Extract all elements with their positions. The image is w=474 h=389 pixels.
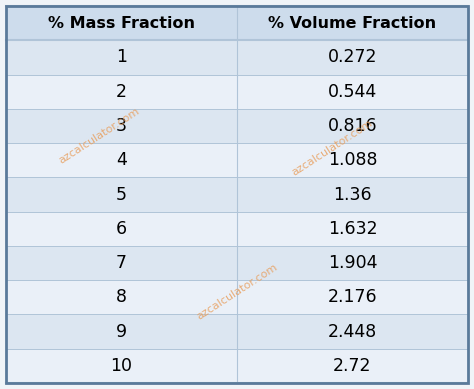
Text: 10: 10 — [110, 357, 133, 375]
Text: 1.632: 1.632 — [328, 220, 377, 238]
Text: 8: 8 — [116, 288, 127, 306]
Bar — [6, 109, 237, 143]
Bar — [6, 349, 237, 383]
Bar — [237, 109, 468, 143]
Text: 0.816: 0.816 — [328, 117, 377, 135]
Text: 2.72: 2.72 — [333, 357, 372, 375]
Text: 0.544: 0.544 — [328, 83, 377, 101]
Bar — [237, 177, 468, 212]
Bar — [6, 177, 237, 212]
Text: 9: 9 — [116, 322, 127, 341]
Text: azcalculator.com: azcalculator.com — [195, 262, 279, 322]
Text: 5: 5 — [116, 186, 127, 203]
Text: 3: 3 — [116, 117, 127, 135]
Text: 1.088: 1.088 — [328, 151, 377, 169]
Bar — [6, 314, 237, 349]
Text: 7: 7 — [116, 254, 127, 272]
Bar — [237, 75, 468, 109]
Bar — [237, 246, 468, 280]
Text: azcalculator.com: azcalculator.com — [57, 106, 142, 166]
Bar — [237, 349, 468, 383]
Text: 4: 4 — [116, 151, 127, 169]
Text: % Volume Fraction: % Volume Fraction — [268, 16, 437, 31]
Text: 6: 6 — [116, 220, 127, 238]
Text: 1.904: 1.904 — [328, 254, 377, 272]
Text: % Mass Fraction: % Mass Fraction — [48, 16, 195, 31]
Text: 0.272: 0.272 — [328, 48, 377, 67]
Text: 1.36: 1.36 — [333, 186, 372, 203]
Bar — [237, 212, 468, 246]
Text: 2: 2 — [116, 83, 127, 101]
Bar — [237, 314, 468, 349]
Text: 2.176: 2.176 — [328, 288, 377, 306]
Bar — [237, 280, 468, 314]
Bar — [6, 40, 237, 75]
Bar — [237, 40, 468, 75]
Text: 2.448: 2.448 — [328, 322, 377, 341]
Bar — [6, 212, 237, 246]
Bar — [6, 75, 237, 109]
Bar — [6, 143, 237, 177]
Text: 1: 1 — [116, 48, 127, 67]
Bar — [6, 246, 237, 280]
Text: azcalculator.com: azcalculator.com — [290, 118, 374, 178]
Bar — [6, 280, 237, 314]
Bar — [237, 6, 468, 40]
Bar — [6, 6, 237, 40]
Bar — [237, 143, 468, 177]
